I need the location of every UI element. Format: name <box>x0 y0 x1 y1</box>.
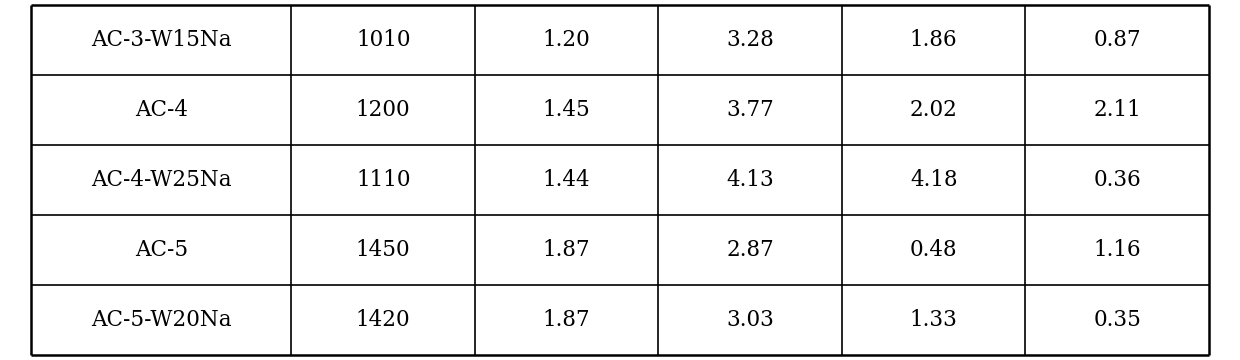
Text: 2.87: 2.87 <box>727 239 774 261</box>
Text: 1450: 1450 <box>356 239 410 261</box>
Text: 3.03: 3.03 <box>727 309 774 331</box>
Text: 2.02: 2.02 <box>910 99 957 121</box>
Text: 1.16: 1.16 <box>1094 239 1141 261</box>
Text: 1.87: 1.87 <box>543 239 590 261</box>
Text: 1200: 1200 <box>356 99 410 121</box>
Text: AC-4-W25Na: AC-4-W25Na <box>91 169 232 191</box>
Text: 0.87: 0.87 <box>1094 29 1141 51</box>
Text: 1.45: 1.45 <box>543 99 590 121</box>
Text: AC-5-W20Na: AC-5-W20Na <box>91 309 232 331</box>
Text: 2.11: 2.11 <box>1094 99 1141 121</box>
Text: 1.44: 1.44 <box>543 169 590 191</box>
Text: AC-3-W15Na: AC-3-W15Na <box>91 29 232 51</box>
Text: 0.36: 0.36 <box>1094 169 1141 191</box>
Text: AC-4: AC-4 <box>135 99 187 121</box>
Text: AC-5: AC-5 <box>135 239 187 261</box>
Text: 4.18: 4.18 <box>910 169 957 191</box>
Text: 0.35: 0.35 <box>1094 309 1141 331</box>
Text: 1010: 1010 <box>356 29 410 51</box>
Text: 0.48: 0.48 <box>910 239 957 261</box>
Text: 1.20: 1.20 <box>543 29 590 51</box>
Text: 1.33: 1.33 <box>910 309 957 331</box>
Text: 1420: 1420 <box>356 309 410 331</box>
Text: 4.13: 4.13 <box>727 169 774 191</box>
Text: 1110: 1110 <box>356 169 410 191</box>
Text: 3.77: 3.77 <box>727 99 774 121</box>
Text: 1.86: 1.86 <box>910 29 957 51</box>
Text: 3.28: 3.28 <box>727 29 774 51</box>
Text: 1.87: 1.87 <box>543 309 590 331</box>
